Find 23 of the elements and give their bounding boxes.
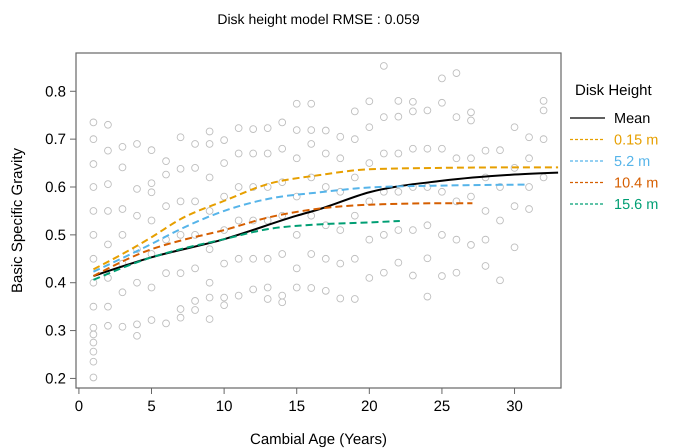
- legend-label: 10.4 m: [614, 176, 658, 192]
- y-tick-label: 0.5: [45, 226, 66, 244]
- y-tick-label: 0.7: [45, 131, 66, 148]
- x-tick-label: 20: [360, 398, 378, 415]
- y-tick-label: 0.8: [45, 83, 66, 100]
- y-tick-label: 0.2: [45, 370, 66, 388]
- chart-title: Disk height model RMSE : 0.059: [217, 11, 420, 27]
- legend-label: 15.6 m: [614, 197, 658, 213]
- x-tick-label: 5: [147, 398, 156, 415]
- legend-title: Disk Height: [575, 82, 653, 99]
- y-axis-title: Basic Specific Gravity: [9, 147, 26, 294]
- x-axis-title: Cambial Age (Years): [250, 431, 388, 448]
- x-tick-label: 0: [74, 398, 84, 415]
- x-tick-label: 15: [288, 398, 306, 415]
- x-tick-label: 10: [216, 398, 232, 415]
- legend-label: Mean: [614, 111, 650, 127]
- y-tick-label: 0.4: [45, 274, 66, 292]
- y-tick-label: 0.3: [45, 322, 66, 340]
- x-tick-label: 25: [434, 398, 450, 415]
- y-tick-label: 0.6: [45, 179, 66, 196]
- x-tick-label: 30: [506, 398, 523, 415]
- legend-label: 0.15 m: [614, 132, 658, 148]
- legend-label: 5.2 m: [614, 154, 650, 170]
